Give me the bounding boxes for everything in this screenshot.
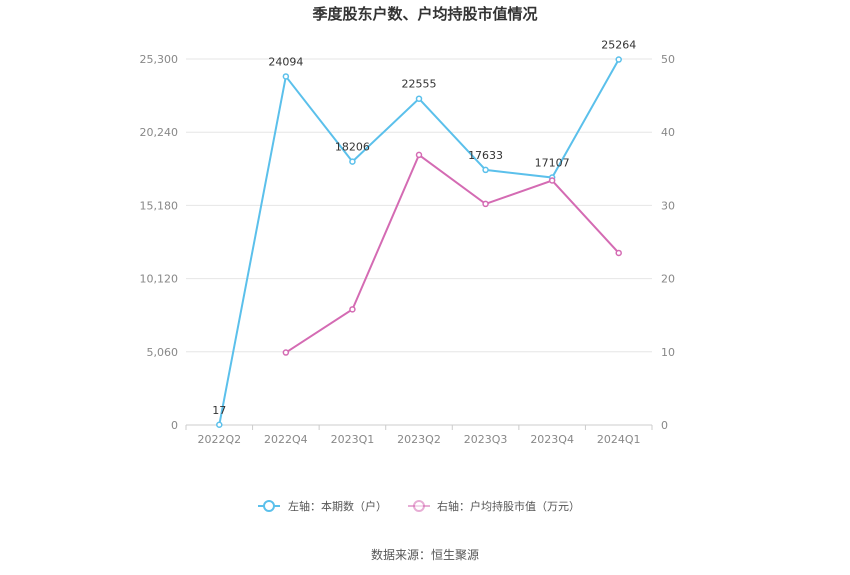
source-note: 数据来源：恒生聚源	[371, 547, 479, 562]
data-label: 17	[212, 404, 226, 417]
data-label: 25264	[601, 39, 636, 52]
right-series-point[interactable]	[482, 200, 489, 208]
right-series-point[interactable]	[349, 306, 356, 313]
legend: 左轴：本期数（户） 右轴：户均持股市值（万元）	[258, 499, 580, 513]
data-labels: 17 24094 18206 22555 17633 17107 25264	[212, 39, 636, 417]
left-axis-tick-label: 25,300	[140, 53, 179, 66]
x-axis-tick-label: 2022Q4	[264, 433, 308, 446]
x-axis-tick-label: 2022Q2	[197, 433, 241, 446]
left-axis-tick-label: 5,060	[147, 346, 179, 359]
axes: 0 0 5,060 10 10,120 20 15,180 30 20,240 40 25,300 5…	[140, 53, 676, 446]
right-axis-tick-label: 10	[661, 346, 675, 359]
left-series-line	[218, 59, 620, 425]
data-label: 22555	[402, 78, 437, 91]
series-layer	[216, 56, 622, 429]
legend-left-series-label: 左轴：本期数（户）	[288, 499, 387, 513]
chart-title: 季度股东户数、户均持股市值情况	[312, 5, 537, 23]
right-series-line	[285, 153, 620, 354]
left-series-point[interactable]	[615, 56, 622, 63]
right-axis-tick-label: 30	[661, 199, 675, 212]
left-series-point[interactable]	[216, 421, 223, 429]
left-series-point[interactable]	[349, 158, 356, 165]
left-series-point[interactable]	[415, 95, 423, 102]
grid-lines	[186, 58, 652, 426]
right-series-point[interactable]	[548, 177, 556, 184]
legend-item-right-series[interactable]: 右轴：户均持股市值（万元）	[408, 499, 580, 513]
right-axis-tick-label: 20	[661, 273, 675, 286]
right-axis-tick-label: 0	[661, 419, 668, 432]
legend-left-series-marker	[263, 500, 275, 512]
right-axis-tick-label: 50	[661, 53, 675, 66]
x-axis-tick-label: 2023Q4	[530, 433, 574, 446]
data-label: 17633	[468, 149, 503, 162]
right-series-point[interactable]	[415, 151, 423, 159]
x-axis-tick-label: 2023Q1	[331, 433, 375, 446]
legend-item-left-series[interactable]: 左轴：本期数（户）	[258, 499, 387, 513]
data-label: 24094	[268, 55, 303, 68]
data-label: 17107	[535, 157, 570, 170]
left-axis-tick-label: 20,240	[140, 126, 179, 139]
left-series-point[interactable]	[282, 73, 290, 80]
left-axis-tick-label: 15,180	[140, 199, 179, 212]
left-series-point[interactable]	[482, 166, 489, 174]
left-axis-tick-label: 10,120	[140, 273, 179, 286]
x-axis-tick-label: 2024Q1	[597, 433, 641, 446]
data-label: 18206	[335, 141, 370, 154]
legend-right-series-marker	[413, 500, 425, 512]
left-axis-tick-label: 0	[171, 419, 178, 432]
right-series-point[interactable]	[615, 249, 622, 257]
right-axis-tick-label: 40	[661, 126, 675, 139]
x-axis-tick-label: 2023Q2	[397, 433, 441, 446]
right-series-point[interactable]	[282, 349, 290, 356]
x-axis-tick-label: 2023Q3	[464, 433, 508, 446]
legend-right-series-label: 右轴：户均持股市值（万元）	[437, 499, 580, 513]
